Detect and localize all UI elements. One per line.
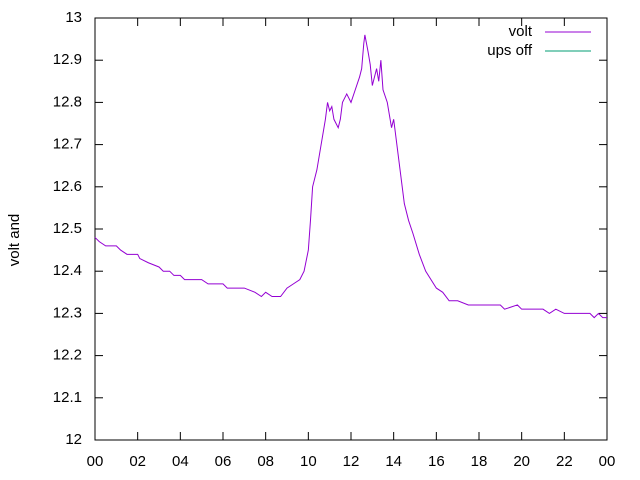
y-tick-label: 12.4: [53, 262, 82, 279]
x-tick-label: 04: [172, 453, 189, 470]
legend-label: ups off: [487, 42, 533, 59]
y-tick-label: 12.6: [53, 178, 82, 195]
x-tick-label: 02: [129, 453, 146, 470]
y-tick-label: 12.5: [53, 220, 82, 237]
y-tick-label: 12.2: [53, 347, 82, 364]
y-tick-label: 12.1: [53, 389, 82, 406]
y-tick-label: 12.8: [53, 93, 82, 110]
x-tick-label: 00: [599, 453, 616, 470]
x-tick-label: 18: [471, 453, 488, 470]
x-tick-label: 16: [428, 453, 445, 470]
line-series: [94, 34, 607, 319]
y-tick-label: 13: [65, 9, 82, 26]
x-tick-label: 20: [513, 453, 530, 470]
x-tick-label: 06: [215, 453, 232, 470]
x-tick-label: 12: [343, 453, 360, 470]
x-tick-label: 22: [556, 453, 573, 470]
x-tick-label: 08: [257, 453, 274, 470]
x-tick-label: 00: [87, 453, 104, 470]
x-tick-label: 10: [300, 453, 317, 470]
y-tick-label: 12.7: [53, 136, 82, 153]
y-tick-label: 12: [65, 431, 82, 448]
x-tick-label: 14: [385, 453, 402, 470]
y-axis-label: volt and: [6, 214, 23, 267]
y-tick-label: 12.3: [53, 304, 82, 321]
y-tick-label: 12.9: [53, 51, 82, 68]
legend-label: volt: [509, 23, 533, 40]
